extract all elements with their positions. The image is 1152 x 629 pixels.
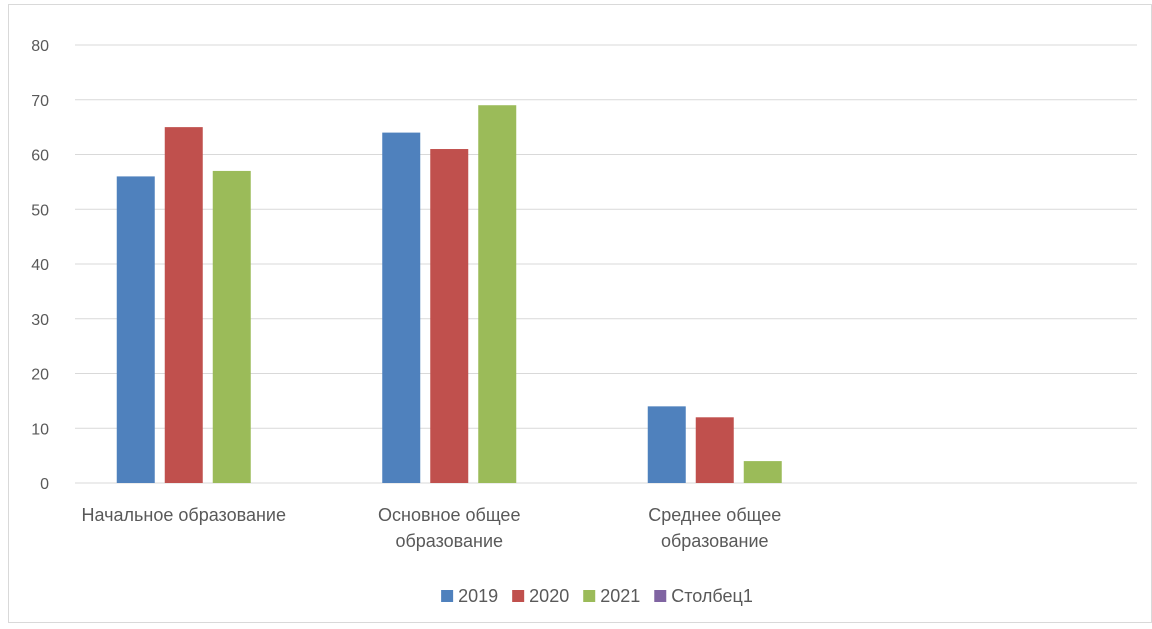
x-category-label: образование	[661, 531, 769, 551]
y-tick-label: 30	[31, 312, 49, 329]
bar-2019	[382, 132, 421, 483]
legend-swatch	[441, 590, 454, 602]
bar-2020	[695, 417, 734, 483]
legend-item: 2020	[512, 586, 569, 606]
bar-chart: 0 10 20 30 40 50 60 70 80 Начальное образование О…	[31, 38, 1137, 606]
bar-2019	[647, 406, 686, 483]
legend-swatch	[654, 590, 667, 602]
bars	[116, 105, 782, 484]
y-tick-label: 10	[31, 421, 49, 438]
legend-item: 2019	[441, 586, 498, 606]
y-tick-label: 60	[31, 148, 49, 165]
x-category-label: Начальное образование	[82, 505, 286, 525]
gridlines	[75, 44, 1137, 484]
x-axis-category-labels: Начальное образование Основное общее образ…	[82, 505, 782, 551]
bar-2020	[430, 149, 469, 483]
legend-swatch	[583, 590, 596, 602]
legend-label: Столбец1	[671, 586, 753, 606]
y-tick-label: 50	[31, 202, 49, 219]
legend-item: 2021	[583, 586, 640, 606]
y-tick-label: 40	[31, 257, 49, 274]
legend-label: 2021	[600, 586, 640, 606]
bar-2021	[743, 461, 782, 483]
y-tick-label: 0	[40, 476, 49, 493]
bar-2021	[478, 105, 517, 483]
y-tick-label: 20	[31, 367, 49, 384]
y-tick-label: 80	[31, 38, 49, 55]
legend-item: Столбец1	[654, 586, 753, 606]
y-tick-label: 70	[31, 93, 49, 110]
legend-label: 2019	[458, 586, 498, 606]
bar-2019	[116, 176, 155, 483]
bar-2020	[164, 127, 203, 483]
legend: 2019 2020 2021 Столбец1	[441, 586, 753, 606]
y-axis-tick-labels: 0 10 20 30 40 50 60 70 80	[31, 38, 49, 493]
x-category-label: Основное общее	[378, 505, 520, 525]
legend-swatch	[512, 590, 525, 602]
x-category-label: образование	[395, 531, 503, 551]
x-category-label: Среднее общее	[648, 505, 781, 525]
bar-2021	[212, 170, 251, 484]
chart-area: 0 10 20 30 40 50 60 70 80 Начальное образование О…	[8, 4, 1152, 623]
legend-label: 2020	[529, 586, 569, 606]
